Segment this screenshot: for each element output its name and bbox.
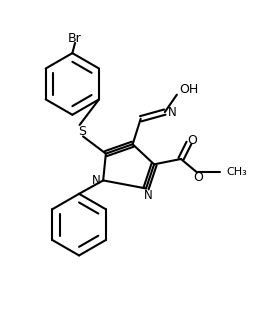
Text: OH: OH — [180, 83, 199, 96]
Text: Br: Br — [68, 32, 82, 45]
Text: CH₃: CH₃ — [226, 167, 247, 177]
Text: O: O — [193, 171, 203, 184]
Text: O: O — [187, 134, 197, 147]
Text: S: S — [78, 125, 86, 138]
Text: N: N — [144, 189, 153, 202]
Text: N: N — [92, 174, 101, 187]
Text: N: N — [168, 106, 177, 119]
